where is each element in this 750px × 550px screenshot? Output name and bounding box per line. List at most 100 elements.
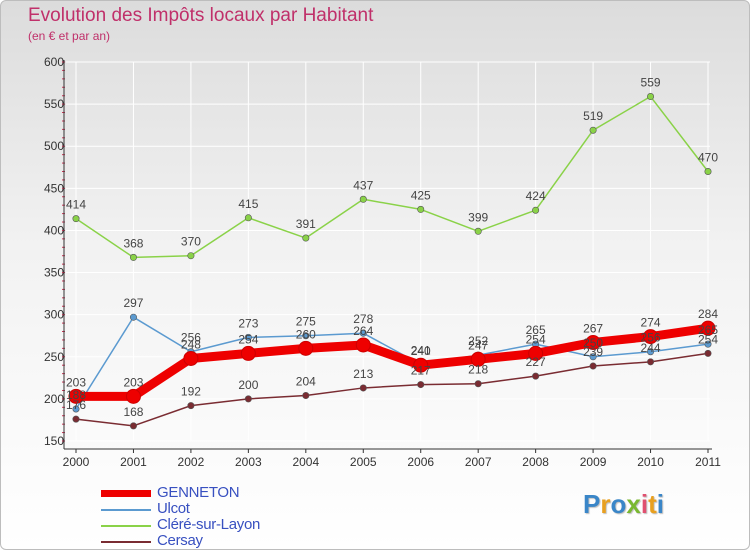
data-label-cersay: 217 [411, 364, 431, 378]
series-point-cersay [129, 422, 137, 430]
series-point-genneton [643, 329, 659, 345]
data-label-clere-sur-layon: 559 [641, 76, 661, 90]
legend-swatch-genneton [101, 490, 151, 497]
series-point-genneton [125, 388, 141, 404]
series-line-clere-sur-layon [75, 95, 709, 259]
y-tick-label: 600 [44, 55, 64, 69]
data-label-clere-sur-layon: 425 [411, 188, 431, 202]
series-point-ulcot [244, 333, 252, 341]
series-point-ulcot [129, 313, 137, 321]
x-tick-label: 2008 [522, 455, 549, 469]
x-tick-label: 2011 [695, 455, 721, 469]
data-label-cersay: 192 [181, 385, 201, 399]
series-line-genneton [76, 323, 709, 401]
series-point-cersay [187, 402, 195, 410]
y-tick-label: 200 [44, 392, 64, 406]
data-label-genneton: 284 [698, 307, 718, 321]
proxiti-logo: Proxiti [583, 489, 664, 520]
data-label-clere-sur-layon: 399 [468, 210, 488, 224]
legend-label-cersay: Cersay [157, 532, 203, 549]
series-point-clere-sur-layon [589, 126, 597, 134]
x-tick-label: 2001 [120, 455, 147, 469]
series-point-cersay [359, 384, 367, 392]
y-tick-label: 550 [44, 97, 64, 111]
series-point-genneton [298, 340, 314, 356]
x-tick-label: 2009 [580, 455, 607, 469]
y-tick-label: 250 [44, 350, 64, 364]
data-label-ulcot: 265 [526, 323, 546, 337]
x-tick-label: 2010 [637, 455, 664, 469]
logo-letter: x [626, 489, 641, 519]
series-point-clere-sur-layon [704, 167, 712, 175]
series-point-clere-sur-layon [359, 195, 367, 203]
data-label-ulcot: 241 [411, 343, 431, 357]
data-label-ulcot: 256 [181, 331, 201, 345]
data-label-ulcot: 297 [123, 296, 143, 310]
series-point-clere-sur-layon [532, 206, 540, 214]
series-point-genneton [585, 334, 601, 350]
data-label-cersay: 254 [698, 332, 718, 346]
data-label-cersay: 227 [526, 355, 546, 369]
series-point-clere-sur-layon [187, 252, 195, 260]
axis-layer: 150 200 250 300 350 400 450 500 550 600 2000 2001 20… [44, 55, 721, 469]
data-label-genneton: 274 [641, 316, 661, 330]
x-tick-label: 2003 [235, 455, 262, 469]
logo-letter: t [648, 489, 657, 519]
series-point-genneton [240, 345, 256, 361]
series-point-clere-sur-layon [302, 234, 310, 242]
data-label-genneton: 254 [526, 332, 546, 346]
data-label-cersay: 218 [468, 363, 488, 377]
data-label-cersay: 239 [583, 345, 603, 359]
legend-swatch-cersay [101, 541, 151, 543]
series-point-cersay [302, 392, 310, 400]
series-point-cersay [244, 395, 252, 403]
legend-swatch-clere-sur-layon [101, 525, 151, 527]
data-label-ulcot: 256 [641, 331, 661, 345]
data-label-genneton: 254 [238, 332, 258, 346]
chart-subtitle: (en € et par an) [28, 29, 111, 43]
series-point-ulcot [647, 348, 655, 356]
data-label-clere-sur-layon: 414 [66, 198, 86, 212]
data-label-genneton: 203 [66, 375, 86, 389]
data-label-cersay: 204 [296, 375, 316, 389]
data-label-cersay: 200 [238, 378, 258, 392]
y-tick-label: 400 [44, 223, 64, 237]
data-label-cersay: 244 [641, 341, 661, 355]
data-label-ulcot: 275 [296, 315, 316, 329]
x-tick-label: 2002 [178, 455, 205, 469]
data-label-clere-sur-layon: 370 [181, 235, 201, 249]
data-label-ulcot: 250 [583, 336, 603, 350]
series-point-cersay [72, 415, 80, 423]
data-label-genneton: 203 [123, 375, 143, 389]
data-label-genneton: 260 [296, 327, 316, 341]
series-point-genneton [470, 351, 486, 367]
logo-letter: o [610, 489, 627, 519]
series-point-genneton [183, 350, 199, 366]
data-label-ulcot: 273 [238, 316, 258, 330]
series-line-cersay [75, 352, 709, 427]
legend-swatch-ulcot [101, 509, 151, 511]
y-tick-label: 150 [44, 434, 64, 448]
series-point-genneton [355, 337, 371, 353]
series-point-cersay [704, 349, 712, 357]
series-point-clere-sur-layon [647, 93, 655, 101]
series-point-genneton [68, 388, 84, 404]
data-label-genneton: 264 [353, 324, 373, 338]
data-label-clere-sur-layon: 415 [238, 197, 258, 211]
x-tick-label: 2000 [63, 455, 90, 469]
series-point-cersay [474, 380, 482, 388]
legend-label-clere-sur-layon: Cléré-sur-Layon [157, 516, 261, 533]
data-label-genneton: 247 [468, 338, 488, 352]
data-label-genneton: 267 [583, 321, 603, 335]
y-tick-label: 450 [44, 181, 64, 195]
data-label-genneton: 248 [181, 337, 201, 351]
series-point-cersay [532, 372, 540, 380]
y-tick-label: 500 [44, 139, 64, 153]
series-point-ulcot [72, 405, 80, 413]
series-layer [68, 93, 716, 430]
series-point-clere-sur-layon [417, 205, 425, 213]
y-tick-label: 350 [44, 266, 64, 280]
data-label-ulcot: 252 [468, 334, 488, 348]
